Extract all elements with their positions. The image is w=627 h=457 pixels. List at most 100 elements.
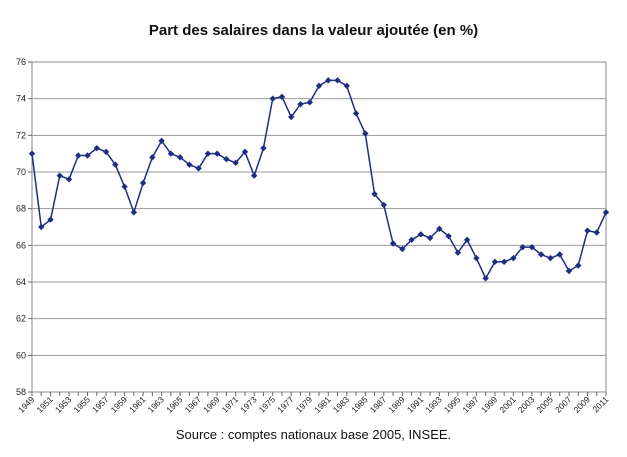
data-point — [121, 183, 128, 190]
data-point — [75, 152, 82, 159]
x-tick-label: 1977 — [275, 394, 296, 415]
y-tick-label: 66 — [16, 240, 26, 250]
data-point — [84, 152, 91, 159]
x-tick-label: 1965 — [164, 394, 185, 415]
data-point — [38, 223, 45, 231]
x-tick-label: 1969 — [201, 394, 222, 415]
x-tick-label: 1957 — [90, 394, 111, 415]
x-tick-label: 1949 — [16, 394, 37, 415]
x-tick-label: 2001 — [497, 394, 518, 415]
data-point — [343, 82, 350, 90]
x-tick-label: 2003 — [516, 394, 537, 415]
data-point — [195, 165, 202, 172]
data-point — [584, 227, 591, 234]
data-point — [575, 262, 582, 269]
data-point — [537, 251, 545, 258]
x-tick-label: 1975 — [257, 394, 278, 415]
x-tick-label: 1987 — [368, 394, 389, 415]
data-point — [47, 216, 54, 223]
data-point — [139, 179, 147, 187]
x-tick-label: 1959 — [109, 394, 130, 415]
x-tick-label: 1951 — [34, 394, 55, 415]
data-point — [436, 225, 443, 233]
y-tick-label: 64 — [16, 277, 26, 287]
y-tick-label: 58 — [16, 387, 26, 397]
y-tick-label: 70 — [16, 167, 26, 177]
data-point — [399, 245, 406, 253]
data-point — [176, 154, 184, 161]
y-tick-label: 62 — [16, 314, 26, 324]
y-axis-ticks: 58 60 62 64 66 68 70 72 74 76 — [16, 57, 32, 397]
x-tick-label: 2011 — [590, 394, 610, 414]
x-tick-label: 1999 — [479, 394, 500, 415]
x-tick-label: 1981 — [312, 394, 333, 415]
data-point — [315, 82, 323, 90]
data-point — [389, 240, 397, 247]
data-point — [445, 232, 452, 240]
data-point — [510, 254, 517, 262]
data-point — [204, 150, 212, 157]
data-point — [417, 231, 425, 238]
x-tick-label: 1973 — [238, 394, 259, 415]
data-point — [241, 148, 249, 156]
data-point — [491, 258, 499, 266]
data-point — [500, 258, 508, 266]
y-tick-label: 76 — [16, 57, 26, 67]
data-point — [602, 209, 610, 216]
data-point — [65, 176, 73, 183]
x-tick-label: 1953 — [53, 394, 74, 415]
x-tick-label: 2009 — [571, 394, 592, 415]
chart-title: Part des salaires dans la valeur ajoutée… — [148, 22, 479, 39]
x-tick-label: 1997 — [460, 394, 481, 415]
data-point — [213, 150, 221, 157]
gridlines — [32, 98, 606, 356]
data-point — [28, 150, 36, 157]
y-tick-label: 74 — [16, 94, 26, 104]
data-point — [260, 144, 267, 152]
x-tick-label: 1991 — [405, 394, 426, 415]
x-tick-label: 2005 — [534, 394, 555, 415]
data-point — [130, 209, 138, 216]
data-points — [28, 77, 610, 282]
data-point — [223, 155, 230, 163]
data-point — [547, 254, 554, 262]
data-point — [426, 234, 434, 242]
x-tick-label: 1989 — [386, 394, 407, 415]
plot-area — [31, 61, 607, 393]
data-point — [380, 201, 388, 209]
data-point — [93, 144, 101, 152]
data-point — [250, 172, 258, 179]
data-point — [325, 77, 332, 84]
x-tick-label: 1963 — [146, 394, 167, 415]
data-point — [306, 99, 313, 106]
data-point — [186, 161, 193, 168]
data-point — [482, 275, 489, 282]
data-point — [269, 95, 276, 102]
data-point — [408, 236, 415, 244]
data-point — [149, 154, 156, 161]
data-point — [232, 159, 239, 167]
x-tick-label: 2007 — [553, 394, 574, 415]
data-point — [158, 137, 165, 145]
x-tick-label: 1979 — [294, 394, 315, 415]
data-point — [112, 161, 119, 168]
data-point — [102, 148, 110, 156]
source-note: Source : comptes nationaux base 2005, IN… — [175, 427, 452, 442]
data-point — [362, 130, 369, 137]
y-tick-label: 72 — [16, 130, 26, 140]
x-tick-label: 1995 — [442, 394, 463, 415]
y-tick-label: 68 — [16, 204, 26, 214]
data-point — [565, 267, 573, 275]
x-tick-label: 1961 — [127, 394, 148, 415]
data-point — [56, 172, 63, 179]
x-tick-label: 1993 — [423, 394, 444, 415]
data-point — [454, 249, 462, 256]
data-point — [334, 77, 341, 84]
data-point — [473, 254, 480, 262]
data-point — [352, 110, 360, 117]
data-point — [167, 150, 175, 157]
data-point — [288, 113, 295, 121]
x-tick-label: 1983 — [331, 394, 352, 415]
data-point — [556, 251, 563, 258]
